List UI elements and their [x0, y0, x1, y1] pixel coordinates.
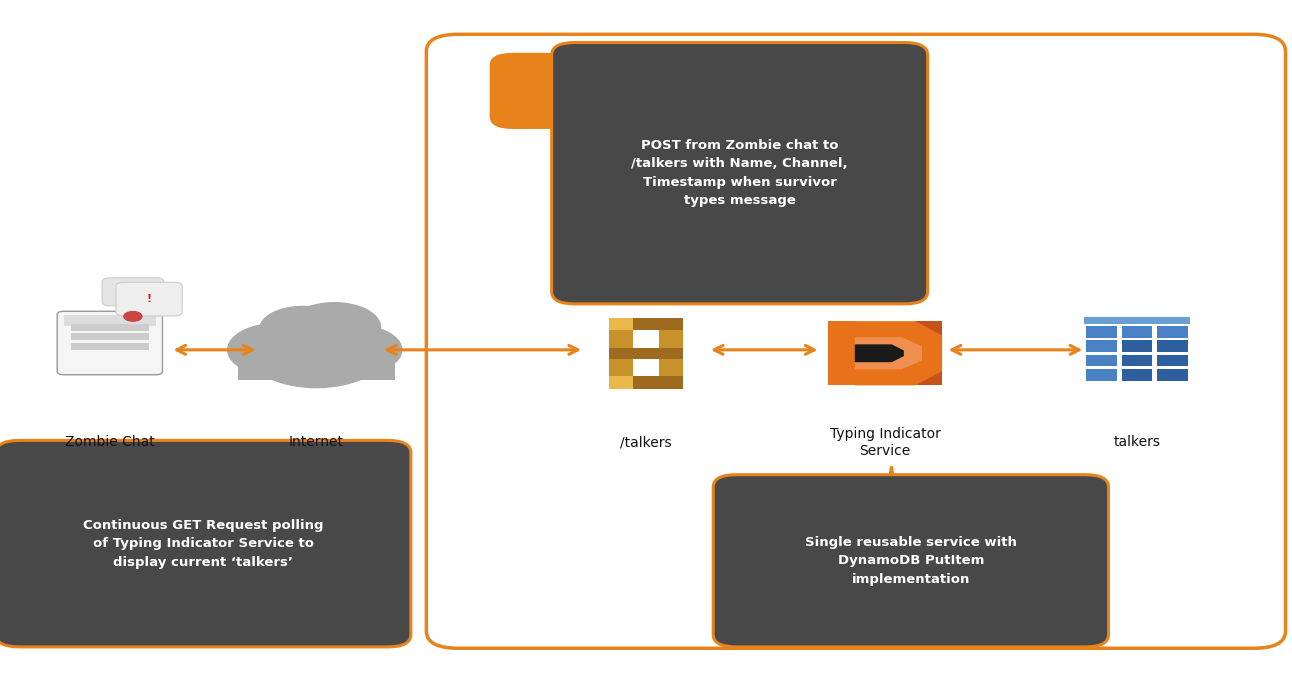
- Polygon shape: [866, 466, 917, 635]
- FancyBboxPatch shape: [1121, 340, 1152, 352]
- Polygon shape: [203, 629, 249, 637]
- FancyBboxPatch shape: [71, 324, 149, 331]
- Circle shape: [227, 324, 327, 376]
- FancyBboxPatch shape: [102, 278, 164, 306]
- Text: talkers: talkers: [1114, 436, 1160, 449]
- FancyBboxPatch shape: [1158, 369, 1187, 381]
- Polygon shape: [200, 442, 252, 635]
- Polygon shape: [915, 321, 942, 386]
- FancyBboxPatch shape: [1121, 326, 1152, 338]
- Polygon shape: [609, 348, 683, 359]
- Circle shape: [601, 58, 652, 86]
- Circle shape: [260, 307, 345, 352]
- FancyBboxPatch shape: [1087, 326, 1116, 338]
- Polygon shape: [609, 377, 683, 389]
- FancyBboxPatch shape: [713, 475, 1109, 647]
- Circle shape: [288, 303, 380, 352]
- Text: POST from Zombie chat to
/talkers with Name, Channel,
Timestamp when survivor
ty: POST from Zombie chat to /talkers with N…: [632, 139, 848, 207]
- FancyBboxPatch shape: [1121, 355, 1152, 366]
- Text: AWS: AWS: [565, 80, 611, 97]
- Text: Single reusable service with
DynamoDB PutItem
implementation: Single reusable service with DynamoDB Pu…: [805, 536, 1017, 586]
- FancyBboxPatch shape: [1158, 326, 1187, 338]
- FancyBboxPatch shape: [0, 440, 411, 647]
- FancyBboxPatch shape: [552, 43, 928, 304]
- FancyBboxPatch shape: [238, 348, 395, 380]
- FancyBboxPatch shape: [71, 343, 149, 350]
- FancyBboxPatch shape: [63, 315, 156, 326]
- FancyBboxPatch shape: [490, 53, 686, 129]
- Text: !: !: [147, 294, 152, 305]
- Polygon shape: [855, 321, 942, 386]
- Polygon shape: [630, 55, 687, 302]
- Polygon shape: [609, 377, 633, 389]
- FancyBboxPatch shape: [116, 283, 182, 316]
- FancyBboxPatch shape: [1121, 369, 1152, 381]
- FancyBboxPatch shape: [1084, 317, 1190, 324]
- Circle shape: [552, 43, 624, 81]
- Polygon shape: [828, 321, 855, 386]
- Text: Typing Indicator
Service: Typing Indicator Service: [829, 427, 941, 458]
- Circle shape: [245, 312, 388, 388]
- FancyBboxPatch shape: [1158, 340, 1187, 352]
- FancyBboxPatch shape: [1158, 355, 1187, 366]
- Polygon shape: [855, 338, 922, 369]
- FancyBboxPatch shape: [1087, 355, 1116, 366]
- Polygon shape: [659, 318, 683, 389]
- Circle shape: [124, 311, 142, 321]
- Text: Zombie Chat: Zombie Chat: [65, 436, 155, 449]
- Polygon shape: [609, 318, 633, 389]
- Text: /talkers: /talkers: [620, 436, 672, 449]
- FancyBboxPatch shape: [57, 311, 163, 375]
- Text: Continuous GET Request polling
of Typing Indicator Service to
display current ‘t: Continuous GET Request polling of Typing…: [83, 519, 324, 569]
- FancyBboxPatch shape: [1087, 340, 1116, 352]
- Text: Internet: Internet: [289, 436, 344, 449]
- Polygon shape: [855, 344, 904, 362]
- Polygon shape: [633, 51, 685, 59]
- Polygon shape: [868, 629, 915, 637]
- Circle shape: [310, 325, 402, 375]
- Polygon shape: [609, 318, 683, 330]
- Circle shape: [523, 56, 580, 86]
- FancyBboxPatch shape: [1087, 369, 1116, 381]
- FancyBboxPatch shape: [71, 333, 149, 340]
- Polygon shape: [609, 318, 633, 330]
